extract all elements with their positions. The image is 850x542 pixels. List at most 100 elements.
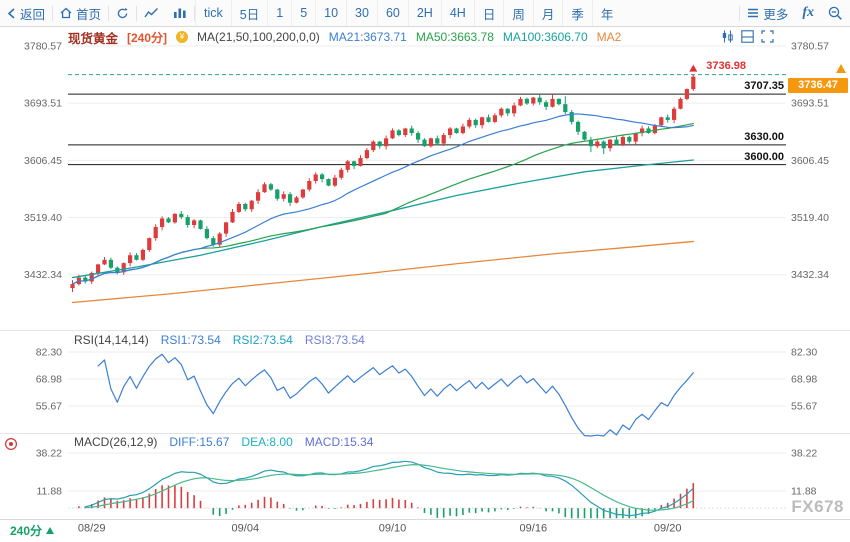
ma200-value: MA2 — [596, 30, 622, 44]
timeframe-button-60[interactable]: 60 — [376, 0, 408, 26]
zoom-out-icon — [828, 6, 842, 20]
more-menu-icon — [748, 8, 759, 18]
back-arrow-icon — [7, 7, 15, 19]
rsi-settings-label[interactable]: RSI(14,14,14) — [74, 333, 149, 347]
last-price-badge: 3736.47 — [788, 77, 848, 93]
svg-text:3606.45: 3606.45 — [791, 155, 829, 167]
svg-text:82.30: 82.30 — [36, 347, 62, 359]
dea-value: DEA:8.00 — [241, 435, 293, 449]
more-label: 更多 — [763, 7, 789, 22]
watermark: FX678 — [791, 497, 844, 516]
svg-text:09/10: 09/10 — [379, 523, 407, 535]
timeframe-button-2H[interactable]: 2H — [407, 0, 441, 26]
hline-label-3707: 3707.35 — [744, 80, 784, 93]
home-icon — [60, 7, 72, 19]
timeframe-button-季[interactable]: 季 — [562, 0, 592, 26]
ma-settings-label[interactable]: MA(21,50,100,200,0,0) — [197, 30, 320, 44]
timeframe-button-5[interactable]: 5 — [291, 0, 315, 26]
svg-text:11.88: 11.88 — [37, 486, 63, 498]
svg-text:09/04: 09/04 — [232, 523, 260, 535]
footer-period-button[interactable]: 240分 — [10, 522, 55, 539]
svg-text:3519.40: 3519.40 — [24, 212, 62, 224]
toolbar-right-group: 更多 fx — [739, 0, 850, 26]
candle-view-icon[interactable] — [721, 30, 734, 43]
timeframe-button-4H[interactable]: 4H — [440, 0, 474, 26]
svg-text:38.22: 38.22 — [36, 448, 62, 460]
svg-text:38.22: 38.22 — [791, 448, 817, 460]
alert-level-label: 3736.98 — [706, 59, 746, 72]
zoom-out-button[interactable] — [821, 0, 850, 26]
symbol-name[interactable]: 现货黄金 — [68, 31, 119, 46]
svg-text:3519.40: 3519.40 — [791, 212, 829, 224]
svg-text:3693.51: 3693.51 — [24, 98, 62, 110]
rsi3-value: RSI3:73.54 — [304, 333, 365, 347]
macd-settings-label[interactable]: MACD(26,12,9) — [74, 435, 158, 449]
rsi2-value: RSI2:73.54 — [232, 333, 293, 347]
rsi1-value: RSI1:73.54 — [160, 333, 221, 347]
back-label: 返回 — [20, 7, 46, 22]
svg-text:11.88: 11.88 — [791, 486, 817, 498]
split-pane-icon[interactable] — [741, 30, 754, 43]
price-flag-icon — [836, 63, 846, 73]
svg-text:3693.51: 3693.51 — [791, 98, 829, 110]
ma50-value: MA50:3663.78 — [415, 30, 494, 44]
home-label: 首页 — [76, 7, 102, 22]
svg-text:68.98: 68.98 — [36, 373, 62, 385]
svg-text:3432.34: 3432.34 — [791, 269, 829, 281]
fx-label: fx — [802, 5, 814, 20]
macd-value: MACD:15.34 — [304, 435, 374, 449]
diff-value: DIFF:15.67 — [169, 435, 230, 449]
divider — [739, 5, 741, 21]
fx-indicator-button[interactable]: fx — [795, 0, 821, 26]
divider — [136, 5, 138, 21]
timeframe-button-5日[interactable]: 5日 — [230, 0, 267, 26]
ma21-value: MA21:3673.71 — [328, 30, 407, 44]
chart-view-toggles — [721, 30, 774, 43]
svg-text:55.67: 55.67 — [36, 400, 62, 412]
timeframe-button-tick[interactable]: tick — [195, 0, 231, 26]
svg-text:08/29: 08/29 — [78, 523, 106, 535]
svg-text:68.98: 68.98 — [791, 373, 817, 385]
volume-bars-icon — [174, 8, 186, 18]
rsi-header: RSI(14,14,14) RSI1:73.54 RSI2:73.54 RSI3… — [74, 333, 365, 347]
svg-text:3780.57: 3780.57 — [24, 41, 62, 53]
svg-text:09/16: 09/16 — [520, 523, 548, 535]
timeframe-button-日[interactable]: 日 — [473, 0, 504, 26]
home-button[interactable]: 首页 — [53, 0, 108, 26]
divider — [194, 5, 196, 21]
timeframe-group: tick 5日 1 5 10 30 60 2H 4H 日周月季年 — [195, 0, 621, 26]
symbol-period: [240分] — [127, 30, 168, 45]
top-toolbar: 返回 首页 tick 5日 1 5 10 30 60 2H 4H 日周月季年 更多 fx — [0, 0, 850, 27]
hline-label-3600: 3600.00 — [744, 150, 784, 163]
coin-icon: ¥ — [176, 31, 189, 43]
indicator-target-icon[interactable] — [4, 437, 18, 456]
main-chart-header: 现货黄金 [240分] ¥ MA(21,50,100,200,0,0) MA21… — [0, 28, 850, 46]
divider — [108, 5, 110, 21]
line-chart-icon — [144, 8, 159, 18]
ma100-value: MA100:3606.70 — [502, 30, 588, 44]
hline-label-3630: 3630.00 — [744, 130, 784, 143]
svg-text:82.30: 82.30 — [791, 347, 817, 359]
divider — [52, 5, 54, 21]
timeframe-button-1[interactable]: 1 — [267, 0, 291, 26]
svg-text:3780.57: 3780.57 — [791, 41, 829, 53]
up-triangle-icon — [46, 527, 55, 534]
macd-header: MACD(26,12,9) DIFF:15.67 DEA:8.00 MACD:1… — [74, 435, 373, 449]
svg-text:09/20: 09/20 — [654, 523, 682, 535]
refresh-button[interactable] — [109, 0, 136, 26]
refresh-icon — [117, 7, 128, 18]
timeframe-button-30[interactable]: 30 — [346, 0, 377, 26]
timeframe-button-周[interactable]: 周 — [503, 0, 533, 26]
timeframe-button-月[interactable]: 月 — [532, 0, 563, 26]
timeframe-button-年[interactable]: 年 — [591, 0, 622, 26]
back-button[interactable]: 返回 — [0, 0, 52, 26]
fullscreen-icon[interactable] — [761, 30, 774, 43]
timeframe-button-10[interactable]: 10 — [315, 0, 346, 26]
svg-text:3432.34: 3432.34 — [24, 269, 62, 281]
volume-chart-button[interactable] — [166, 0, 194, 26]
svg-text:3606.45: 3606.45 — [24, 155, 62, 167]
more-button[interactable]: 更多 — [740, 0, 795, 26]
footer-period-label: 240分 — [10, 524, 43, 538]
line-chart-button[interactable] — [137, 0, 166, 26]
